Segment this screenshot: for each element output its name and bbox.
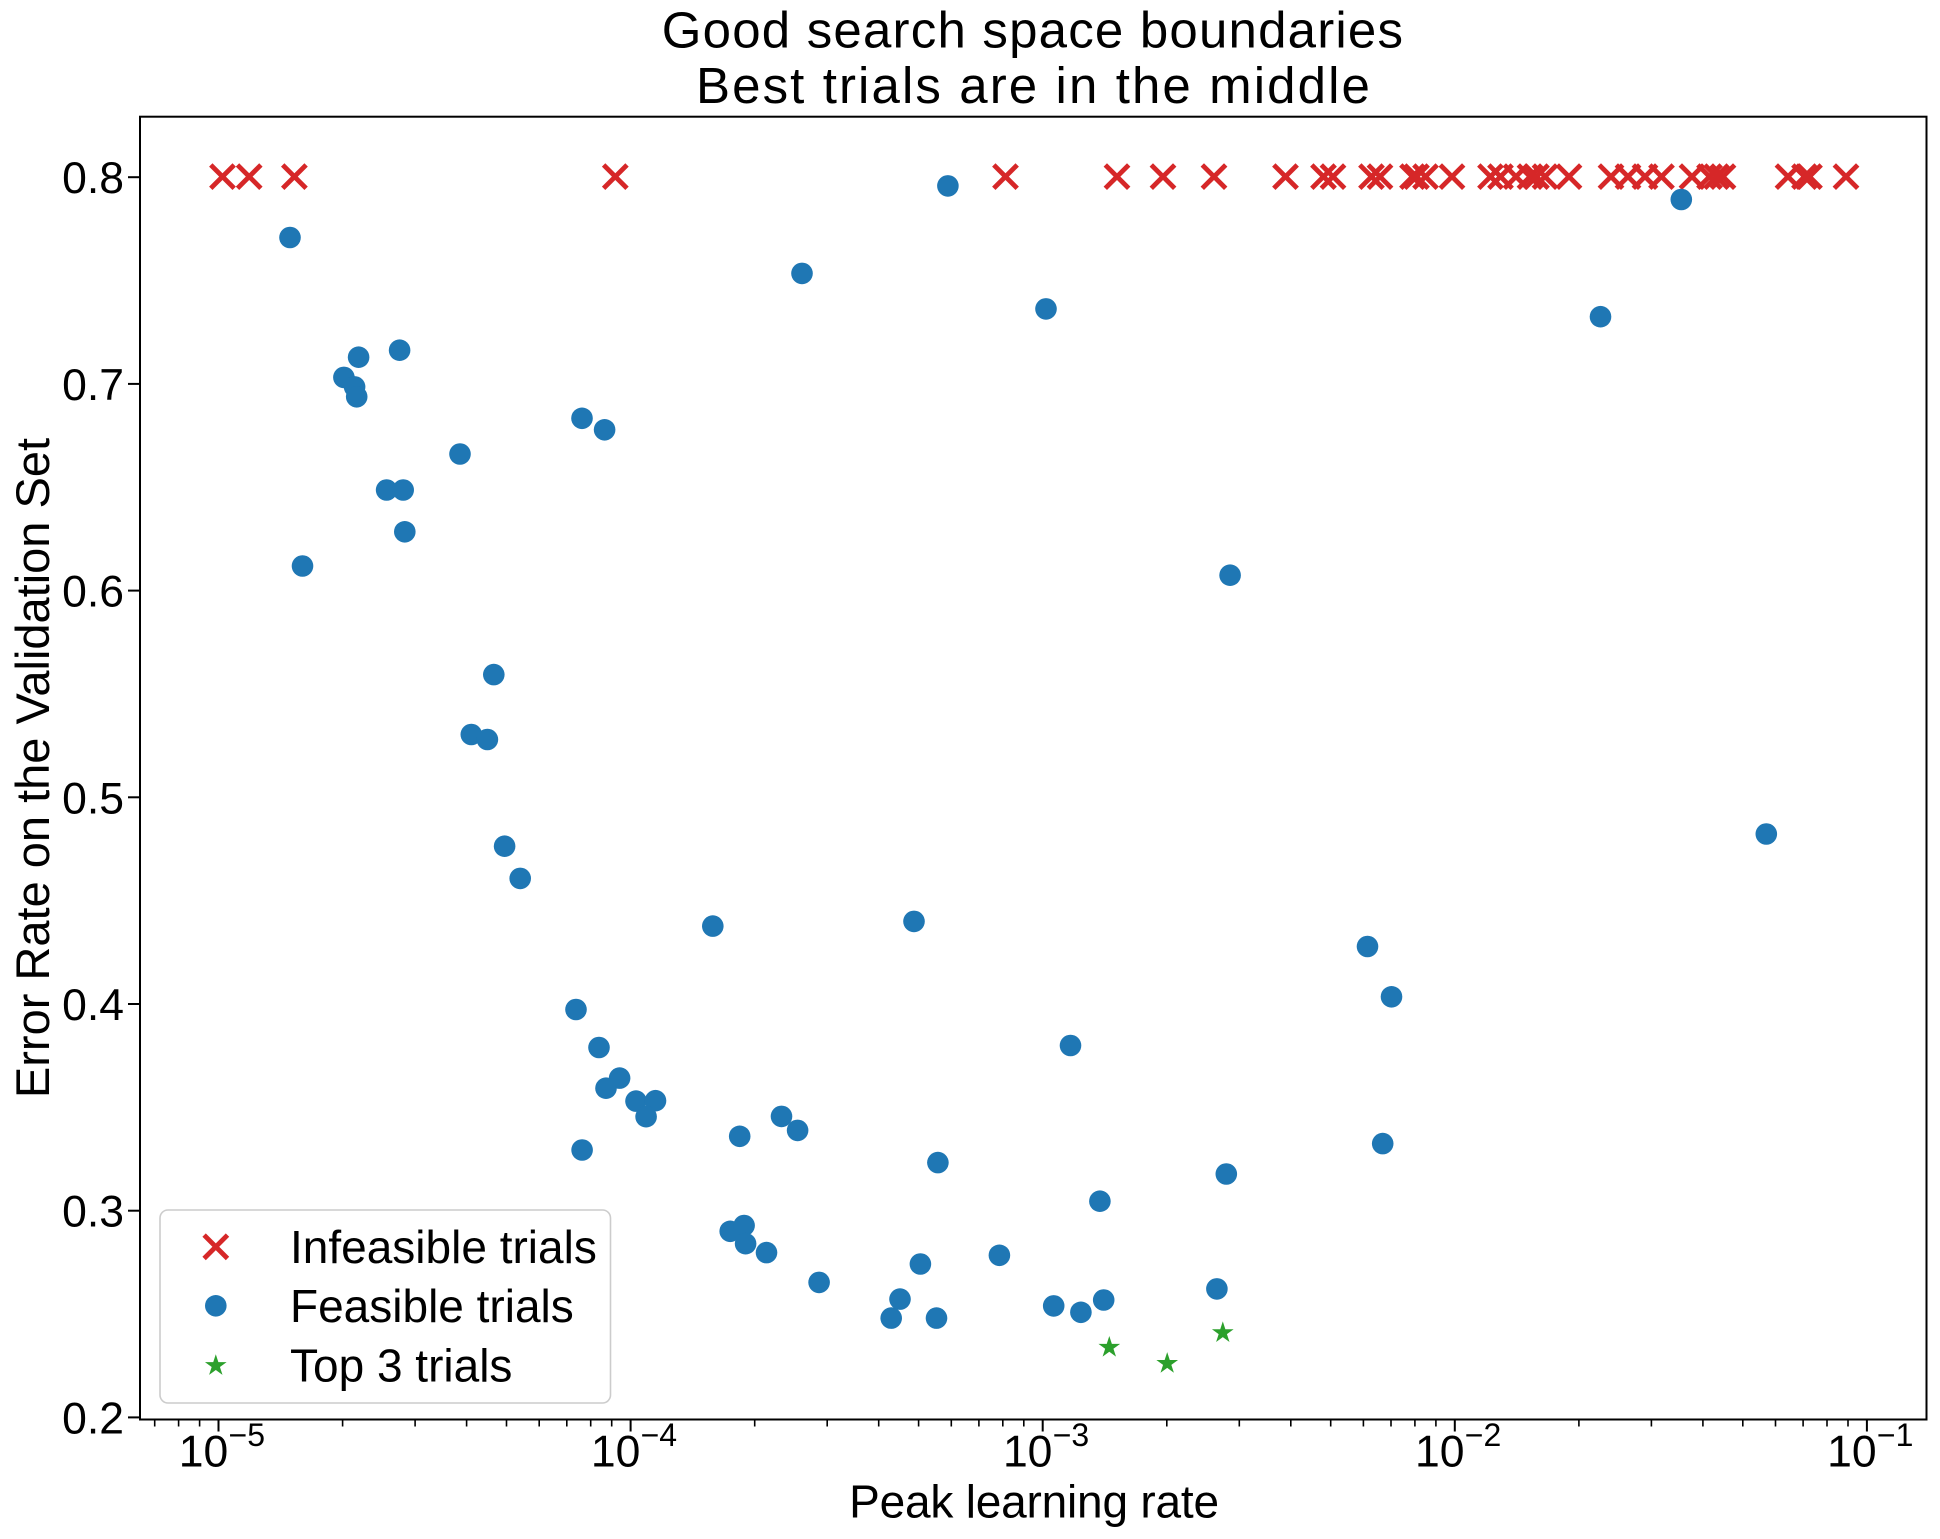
svg-text:Best trials are in the middle: Best trials are in the middle [696,57,1372,114]
svg-text:Peak learning rate: Peak learning rate [849,1476,1219,1528]
svg-text:10: 10 [1415,1428,1465,1477]
svg-text:0.4: 0.4 [62,981,124,1030]
svg-text:−3: −3 [1053,1417,1089,1453]
svg-text:0.2: 0.2 [62,1394,124,1443]
svg-text:10: 10 [179,1428,229,1477]
svg-text:0.3: 0.3 [62,1188,124,1237]
svg-text:−1: −1 [1877,1417,1913,1453]
svg-text:0.6: 0.6 [62,568,124,617]
svg-text:Top 3 trials: Top 3 trials [290,1340,512,1392]
svg-text:Infeasible trials: Infeasible trials [290,1221,597,1273]
svg-text:0.5: 0.5 [62,774,124,823]
svg-text:10: 10 [1827,1428,1877,1477]
svg-text:0.7: 0.7 [62,361,124,410]
svg-text:0.8: 0.8 [62,154,124,203]
svg-text:Error Rate on the Validation S: Error Rate on the Validation Set [6,438,59,1098]
svg-text:Feasible trials: Feasible trials [290,1280,574,1332]
svg-text:−4: −4 [641,1417,677,1453]
svg-text:−2: −2 [1465,1417,1501,1453]
svg-text:10: 10 [591,1428,641,1477]
svg-text:10: 10 [1003,1428,1053,1477]
svg-text:Good search space boundaries: Good search space boundaries [662,2,1404,59]
svg-text:−5: −5 [229,1417,265,1453]
